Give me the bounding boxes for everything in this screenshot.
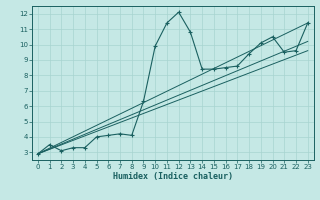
X-axis label: Humidex (Indice chaleur): Humidex (Indice chaleur) (113, 172, 233, 181)
